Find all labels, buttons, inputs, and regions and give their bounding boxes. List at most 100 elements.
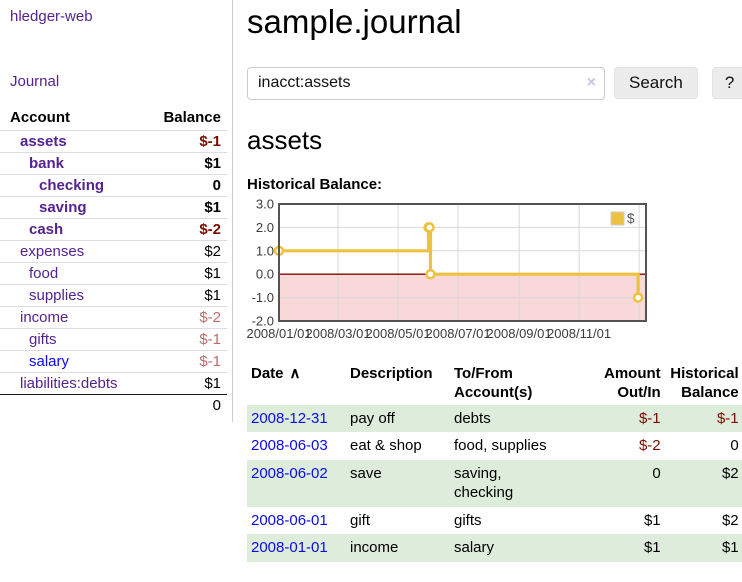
transaction-amount: $1 <box>643 511 661 529</box>
transaction-description: income <box>346 534 450 562</box>
svg-text:2008/07/01: 2008/07/01 <box>426 326 491 341</box>
account-row-checking: checking 0 <box>0 174 227 197</box>
accounts-total-row: 0 <box>0 394 227 416</box>
account-balance: 0 <box>139 174 227 197</box>
account-row-income: income $-2 <box>0 306 227 329</box>
column-header-description[interactable]: Description <box>350 364 433 382</box>
account-link-bank[interactable]: bank <box>29 155 65 172</box>
transaction-accounts: salary <box>450 534 600 562</box>
account-link-liabilities-debts[interactable]: liabilities:debts <box>20 375 118 392</box>
search-form: × Search ? <box>247 66 742 100</box>
transaction-balance: 0 <box>730 437 739 455</box>
accounts-header-row: Account Balance <box>0 107 227 131</box>
search-input[interactable] <box>247 66 605 100</box>
table-row: 2008-12-31 pay off debts $-1 $-1 <box>247 404 742 433</box>
account-link-assets[interactable]: assets <box>20 133 67 150</box>
transaction-date-link[interactable]: 2008-06-01 <box>251 511 328 529</box>
svg-text:2.0: 2.0 <box>256 219 274 234</box>
accounts-table: Account Balance assets $-1 bank $1 check… <box>0 107 227 416</box>
search-button[interactable]: Search <box>614 67 698 100</box>
transaction-amount: $1 <box>600 534 665 562</box>
transaction-description: eat & shop <box>350 437 422 455</box>
column-header-balance[interactable]: Historical Balance <box>670 364 739 402</box>
transaction-amount: $-1 <box>600 404 665 433</box>
sidebar-item-journal[interactable]: Journal <box>10 73 60 90</box>
sort-ascending-icon: ∧ <box>289 364 301 382</box>
svg-text:-1.0: -1.0 <box>252 290 274 305</box>
account-balance: $-2 <box>139 218 227 241</box>
transaction-amount: 0 <box>600 459 665 507</box>
sidebar: hledger-web Journal Account Balance asse… <box>0 0 233 422</box>
app-brand-link[interactable]: hledger-web <box>10 8 93 25</box>
account-link-salary[interactable]: salary <box>29 353 70 370</box>
svg-text:1.0: 1.0 <box>256 243 274 258</box>
account-row-liabilities-debts: liabilities:debts $1 <box>0 372 227 395</box>
transaction-date-link[interactable]: 2008-06-03 <box>251 437 328 455</box>
search-help-button[interactable]: ? <box>711 67 742 100</box>
table-row: 2008-06-02 save saving, checking 0 $2 <box>247 459 742 507</box>
column-header-accounts[interactable]: To/From Account(s) <box>454 364 533 402</box>
account-link-food[interactable]: food <box>29 265 59 282</box>
account-row-supplies: supplies $1 <box>0 284 227 307</box>
transaction-description: gift <box>350 511 371 529</box>
column-header-amount[interactable]: Amount Out/In <box>604 364 661 402</box>
column-header-date[interactable]: Date ∧ <box>251 364 301 382</box>
main-content: sample.journal × Search ? assets Histori… <box>233 0 742 582</box>
transaction-date-link[interactable]: 2008-06-02 <box>251 464 328 482</box>
transaction-description: pay off <box>346 404 450 433</box>
account-balance: $-2 <box>139 306 227 329</box>
account-row-expenses: expenses $2 <box>0 240 227 263</box>
table-row: 2008-06-03 eat & shop food, supplies $-2… <box>247 432 742 460</box>
transaction-date-link[interactable]: 2008-01-01 <box>251 539 328 557</box>
svg-text:2008/03/01: 2008/03/01 <box>305 326 370 341</box>
transaction-accounts: food, supplies <box>454 437 547 455</box>
account-balance: $-1 <box>139 350 227 373</box>
account-link-saving[interactable]: saving <box>39 199 87 216</box>
account-link-expenses[interactable]: expenses <box>20 243 85 260</box>
account-link-gifts[interactable]: gifts <box>29 331 57 348</box>
account-heading: assets <box>247 124 323 155</box>
account-row-saving: saving $1 <box>0 196 227 219</box>
account-row-assets: assets $-1 <box>0 130 227 153</box>
svg-text:-2.0: -2.0 <box>252 313 274 328</box>
account-row-food: food $1 <box>0 262 227 285</box>
svg-text:2008/01/01: 2008/01/01 <box>246 326 311 341</box>
account-balance: $1 <box>139 152 227 175</box>
register-header-row: Date ∧ Description To/From Account(s) Amo… <box>247 362 742 405</box>
chart-title: Historical Balance: <box>247 175 383 193</box>
transaction-balance: $2 <box>721 511 739 529</box>
account-row-salary: salary $-1 <box>0 350 227 373</box>
account-balance: $1 <box>139 262 227 285</box>
register-table: Date ∧ Description To/From Account(s) Amo… <box>247 362 742 562</box>
account-balance: $1 <box>139 372 227 395</box>
page-title: sample.journal <box>247 3 462 40</box>
account-balance: $1 <box>139 284 227 307</box>
transaction-balance: $1 <box>664 534 742 562</box>
transaction-amount: $-2 <box>638 437 661 455</box>
account-balance: $-1 <box>139 328 227 351</box>
accounts-total-value: 0 <box>139 394 227 416</box>
account-link-checking[interactable]: checking <box>39 177 105 194</box>
account-link-income[interactable]: income <box>20 309 69 326</box>
transaction-date-link[interactable]: 2008-12-31 <box>251 409 328 427</box>
transaction-accounts: gifts <box>454 511 482 529</box>
account-row-gifts: gifts $-1 <box>0 328 227 351</box>
svg-text:3.0: 3.0 <box>256 196 274 211</box>
account-link-supplies[interactable]: supplies <box>29 287 85 304</box>
svg-text:2008/05/01: 2008/05/01 <box>366 326 431 341</box>
account-balance: $1 <box>139 196 227 219</box>
table-row: 2008-01-01 income salary $1 $1 <box>247 534 742 562</box>
account-balance: $2 <box>139 240 227 263</box>
clear-search-icon[interactable]: × <box>586 73 596 91</box>
svg-text:$: $ <box>627 211 635 226</box>
svg-text:0.0: 0.0 <box>256 266 274 281</box>
svg-text:2008/09/01: 2008/09/01 <box>487 326 552 341</box>
accounts-header-account: Account <box>10 109 70 126</box>
svg-text:2008/11/01: 2008/11/01 <box>547 326 611 341</box>
table-row: 2008-06-01 gift gifts $1 $2 <box>247 507 742 535</box>
transaction-accounts: saving, checking <box>450 459 600 507</box>
transaction-accounts: debts <box>450 404 600 433</box>
accounts-header-balance: Balance <box>163 109 221 126</box>
account-link-cash[interactable]: cash <box>29 221 64 238</box>
account-row-cash: cash $-2 <box>0 218 227 241</box>
